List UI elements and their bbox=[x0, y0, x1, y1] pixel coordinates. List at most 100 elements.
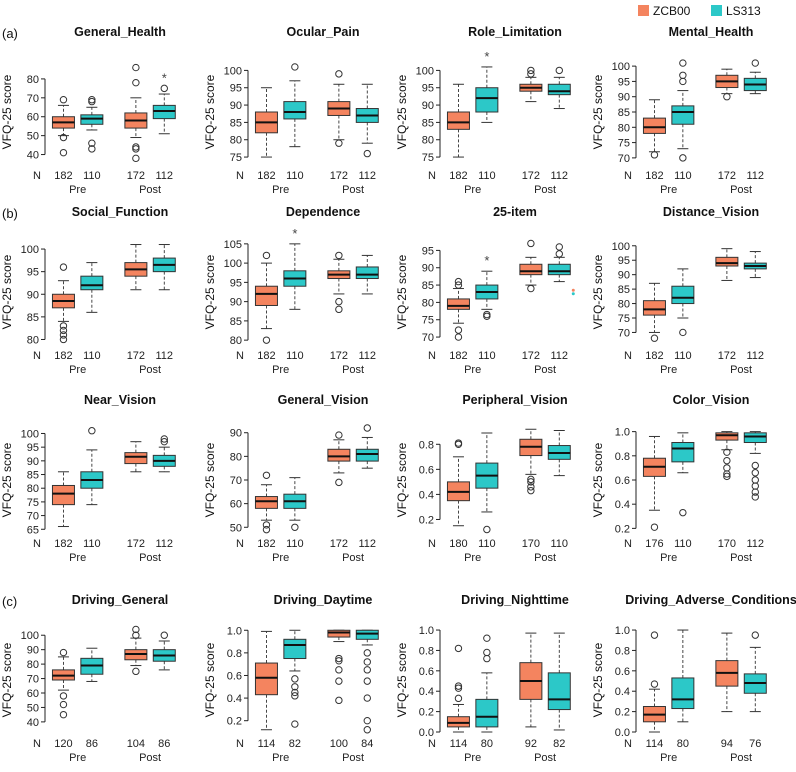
n-value: 100 bbox=[330, 738, 348, 750]
y-tick-label: 40 bbox=[27, 150, 39, 162]
panel-driving-nighttime: Driving_Nighttime VFQ-25 score 0.0 0.2 0.4 0.… bbox=[395, 593, 571, 764]
outlier-point bbox=[527, 478, 535, 486]
y-axis-label: VFQ-25 score bbox=[0, 442, 14, 517]
n-value: 172 bbox=[718, 170, 736, 182]
group-label-post: Post bbox=[342, 364, 364, 376]
box-ls-pre bbox=[475, 634, 499, 733]
n-value: 110 bbox=[478, 350, 496, 362]
y-tick-label: 0.2 bbox=[419, 514, 434, 526]
n-value: 176 bbox=[645, 538, 663, 550]
n-value: 82 bbox=[289, 738, 301, 750]
group-label-pre: Pre bbox=[69, 364, 86, 376]
panel-general-vision: General_Vision VFQ-25 score 50 60 70 80 90 N 182… bbox=[203, 393, 379, 564]
box-ls-post bbox=[743, 251, 767, 279]
group-label-pre: Pre bbox=[272, 552, 289, 564]
box-iqr bbox=[642, 117, 666, 134]
box-zcb-post bbox=[124, 625, 148, 676]
group-label-post: Post bbox=[730, 184, 752, 196]
panel-title: Near_Vision bbox=[84, 393, 156, 407]
outlier-point bbox=[335, 654, 343, 663]
marker-dot-zcb bbox=[571, 288, 575, 292]
box-zcb-post bbox=[124, 63, 148, 163]
y-tick-label: 1.0 bbox=[615, 427, 630, 439]
n-value: 182 bbox=[54, 170, 72, 182]
outlier-point bbox=[650, 151, 659, 159]
outlier-point bbox=[88, 427, 96, 435]
outlier-point bbox=[555, 66, 563, 75]
n-label: N bbox=[624, 350, 632, 362]
y-tick-label: 90 bbox=[27, 456, 39, 468]
outlier-point bbox=[751, 482, 759, 490]
n-value: 182 bbox=[645, 350, 663, 362]
y-tick-label: 75 bbox=[27, 497, 39, 509]
y-tick-label: 100 bbox=[612, 241, 630, 253]
box-ls-pre bbox=[475, 270, 499, 320]
box-ls-post bbox=[547, 66, 571, 110]
box-ls-post bbox=[152, 435, 176, 473]
box-ls-pre bbox=[671, 629, 695, 723]
y-tick-label: 0.0 bbox=[419, 727, 434, 739]
outlier-point bbox=[160, 631, 168, 639]
box-zcb-post bbox=[327, 629, 351, 705]
box-zcb-pre bbox=[51, 96, 75, 157]
n-value: 110 bbox=[286, 170, 304, 182]
box-zcb-pre bbox=[642, 631, 666, 733]
group-label-post: Post bbox=[534, 752, 556, 764]
y-tick-label: 95 bbox=[422, 83, 434, 95]
box-iqr bbox=[446, 716, 470, 728]
y-tick-label: 90 bbox=[422, 263, 434, 275]
n-value: 182 bbox=[645, 170, 663, 182]
box-ls-post bbox=[743, 431, 767, 501]
group-label-pre: Pre bbox=[272, 752, 289, 764]
box-zcb-post bbox=[327, 70, 351, 147]
outlier-point bbox=[262, 471, 271, 479]
panel-label: (c) bbox=[2, 594, 17, 609]
y-tick-label: 60 bbox=[230, 499, 242, 511]
y-tick-label: 90 bbox=[27, 289, 39, 301]
outlier-point bbox=[291, 720, 299, 728]
box-iqr bbox=[283, 638, 307, 660]
y-tick-label: 90 bbox=[422, 100, 434, 112]
box-zcb-pre bbox=[446, 277, 470, 341]
n-value: 110 bbox=[83, 170, 101, 182]
panel-title: 25-item bbox=[493, 205, 537, 219]
box-zcb-post bbox=[715, 632, 739, 713]
y-tick-label: 75 bbox=[422, 152, 434, 164]
box-iqr bbox=[254, 285, 278, 306]
group-label-post: Post bbox=[534, 364, 556, 376]
n-label: N bbox=[236, 350, 244, 362]
panel-25-item: 25-item VFQ-25 score 70 75 80 85 90 95 * N 182 110 1… bbox=[395, 205, 571, 376]
panel-title: Driving_Adverse_Conditions bbox=[625, 593, 796, 607]
box-iqr bbox=[475, 87, 499, 113]
outlier-point bbox=[291, 675, 299, 683]
y-tick-label: 0.4 bbox=[419, 686, 434, 698]
box-iqr bbox=[283, 101, 307, 120]
box-zcb-post bbox=[124, 244, 148, 291]
box-zcb-post bbox=[327, 251, 351, 314]
box-iqr bbox=[124, 452, 148, 465]
panel-dependence: Dependence VFQ-25 score 80 85 90 95 100 105 * N 18… bbox=[203, 205, 379, 376]
n-value: 182 bbox=[54, 350, 72, 362]
y-tick-label: 0.8 bbox=[227, 648, 242, 660]
n-label: N bbox=[236, 170, 244, 182]
box-iqr bbox=[446, 111, 470, 130]
y-axis-label: VFQ-25 score bbox=[203, 442, 217, 517]
legend-label-ls: LS313 bbox=[726, 4, 761, 18]
box-ls-pre bbox=[475, 432, 499, 534]
outlier-point bbox=[59, 326, 68, 335]
group-label-pre: Pre bbox=[69, 552, 86, 564]
panel-color-vision: Color_Vision VFQ-25 score 0.2 0.4 0.6 0.8 1.0 N… bbox=[591, 393, 767, 564]
y-axis-label: VFQ-25 score bbox=[203, 254, 217, 329]
n-label: N bbox=[428, 170, 436, 182]
outlier-point bbox=[132, 63, 140, 72]
y-tick-label: 95 bbox=[618, 76, 630, 88]
outlier-point bbox=[454, 644, 463, 653]
box-zcb-pre bbox=[254, 471, 278, 534]
n-value: 182 bbox=[54, 538, 72, 550]
outlier-point bbox=[679, 154, 687, 162]
n-value: 110 bbox=[674, 170, 692, 182]
legend: ZCB00 LS313 bbox=[638, 4, 761, 18]
y-tick-label: 75 bbox=[618, 313, 630, 325]
n-value: 112 bbox=[747, 350, 765, 362]
n-label: N bbox=[624, 738, 632, 750]
